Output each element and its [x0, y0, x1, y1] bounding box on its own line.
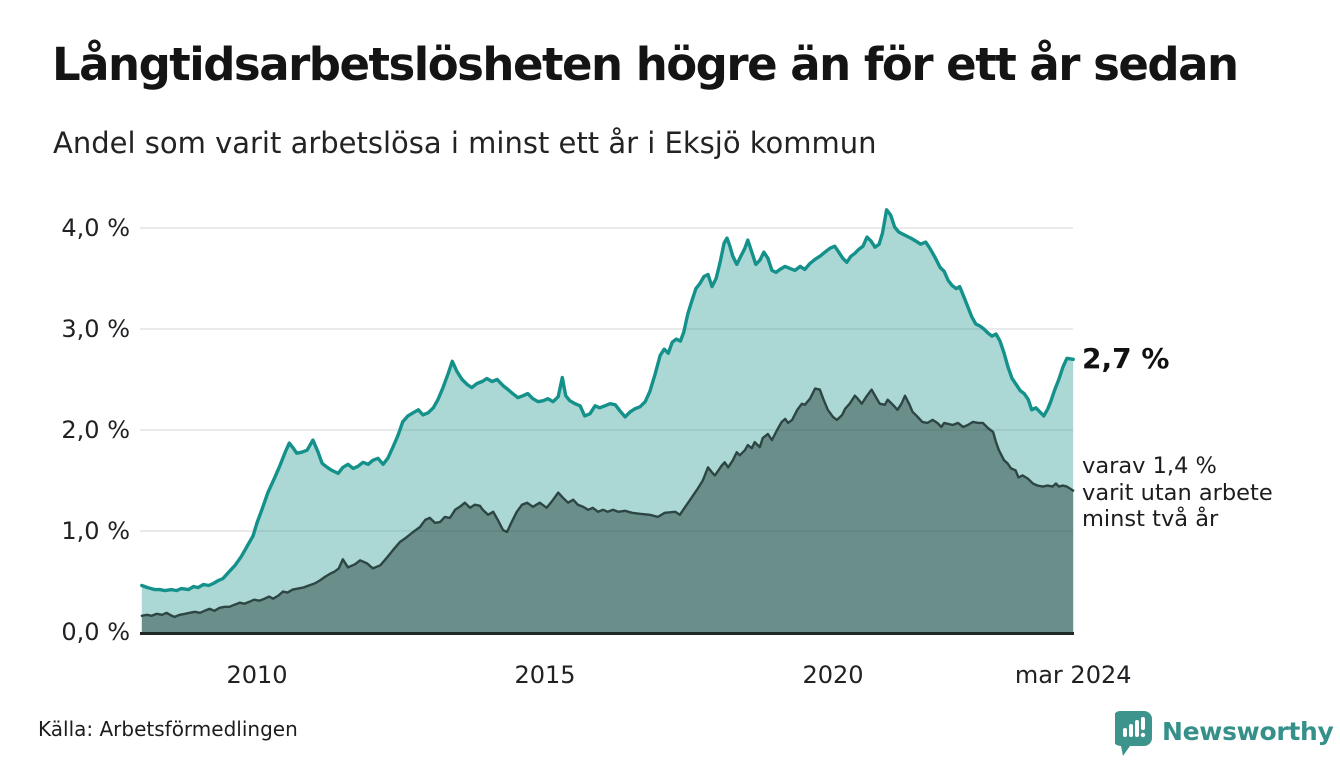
x-tick-label: 2015: [514, 661, 576, 689]
source-note: Källa: Arbetsförmedlingen: [38, 717, 298, 741]
y-tick-label: 2,0 %: [61, 416, 130, 444]
secondary-annotation-line2: varit utan arbete: [1082, 479, 1273, 506]
newsworthy-logo[interactable]: Newsworthy: [1112, 710, 1334, 760]
line-total: [140, 208, 1075, 593]
x-tick-label: 2020: [802, 661, 864, 689]
y-tick-label: 4,0 %: [61, 214, 130, 242]
line-two_years: [140, 387, 1075, 619]
secondary-annotation-line1: varav 1,4 %: [1082, 453, 1217, 479]
newsworthy-chart-bubble-icon: [1112, 710, 1153, 760]
y-tick-label: 1,0 %: [61, 517, 130, 545]
page-subtitle: Andel som varit arbetslösa i minst ett å…: [53, 126, 877, 160]
y-tick-label: 3,0 %: [61, 315, 130, 343]
series-lines: [140, 208, 1075, 619]
secondary-annotation: varav 1,4 % varit utan arbete minst två …: [1082, 453, 1273, 533]
x-tick-label: mar 2024: [1014, 661, 1132, 689]
area-two_years: [141, 388, 1074, 632]
latest-value-annotation: 2,7 %: [1082, 342, 1170, 375]
area-total: [141, 209, 1074, 633]
newsworthy-wordmark: Newsworthy: [1162, 717, 1334, 746]
x-tick-label: 2010: [226, 661, 288, 689]
area-fills: [141, 209, 1074, 633]
gridlines: [140, 227, 1073, 532]
secondary-annotation-line3: minst två år: [1082, 506, 1219, 532]
page-title: Långtidsarbetslösheten högre än för ett …: [52, 38, 1239, 91]
y-tick-label: 0,0 %: [61, 618, 130, 646]
